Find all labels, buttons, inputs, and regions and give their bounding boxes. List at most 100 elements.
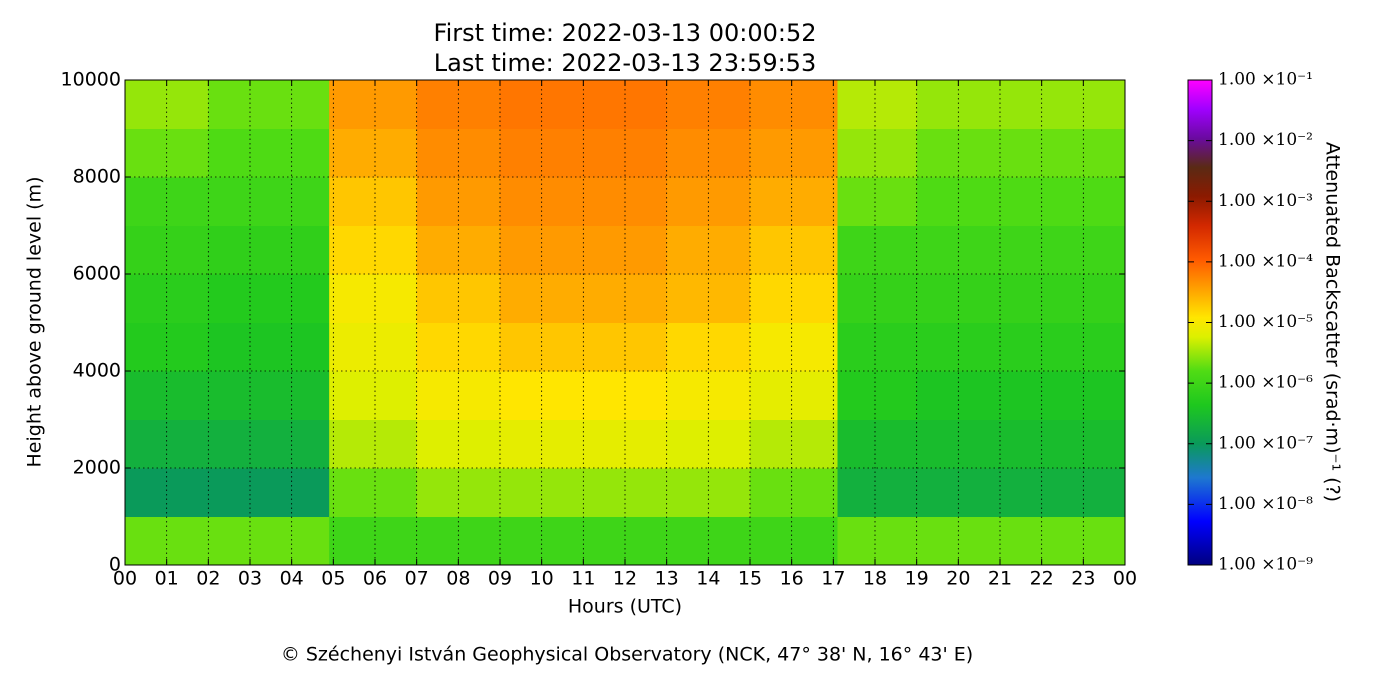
heatmap-cell <box>750 80 838 129</box>
x-tick-label: 00 <box>113 568 137 590</box>
heatmap-cell <box>583 225 668 275</box>
heatmap-cell <box>837 468 918 517</box>
x-tick-label: 00 <box>1113 568 1137 590</box>
x-tick-label: 03 <box>238 568 262 590</box>
heatmap-cell <box>500 225 584 275</box>
x-tick-label: 14 <box>696 568 720 590</box>
heatmap-cell <box>500 274 584 323</box>
heatmap-cell <box>837 371 918 420</box>
heatmap-cell <box>208 419 330 469</box>
heatmap-cell <box>916 468 1001 517</box>
heatmap-cell <box>666 468 751 517</box>
heatmap-cell <box>125 225 209 275</box>
colorbar-tick-label: 1.00 ×10⁻⁴ <box>1218 251 1313 271</box>
colorbar-tick-label: 1.00 ×10⁻⁶ <box>1218 373 1313 393</box>
heatmap-cell <box>208 322 330 372</box>
heatmap-cell <box>837 274 918 323</box>
x-tick-label: 07 <box>405 568 429 590</box>
heatmap-cell <box>750 128 838 178</box>
heatmap-cell <box>1000 468 1126 517</box>
x-axis-label: Hours (UTC) <box>568 596 682 618</box>
y-tick-label: 10000 <box>61 69 121 91</box>
heatmap-cell <box>750 322 838 372</box>
heatmap-cell <box>1000 225 1126 275</box>
colorbar-tick-label: 1.00 ×10⁻² <box>1218 130 1313 150</box>
x-tick-label: 06 <box>363 568 387 590</box>
heatmap-cell <box>1000 177 1126 226</box>
x-tick-label: 15 <box>738 568 762 590</box>
heatmap-cell <box>416 274 501 323</box>
heatmap-cell <box>837 128 918 178</box>
heatmap-cell <box>208 128 330 178</box>
heatmap-cell <box>666 225 751 275</box>
heatmap-cell <box>837 80 918 129</box>
heatmap-cell <box>125 468 209 517</box>
heatmap-cell <box>329 225 418 275</box>
heatmap-cell <box>208 177 330 226</box>
heatmap-cell <box>837 225 918 275</box>
y-tick-label: 6000 <box>73 263 121 285</box>
heatmap-cell <box>583 468 668 517</box>
heatmap-cell <box>837 419 918 469</box>
chart-title: First time: 2022-03-13 00:00:52 <box>434 19 817 47</box>
heatmap-cell <box>208 225 330 275</box>
x-tick-label: 16 <box>780 568 804 590</box>
colorbar-label: Attenuated Backscatter (srad·m)⁻¹ (?) <box>1322 142 1344 502</box>
heatmap-cell <box>329 322 418 372</box>
heatmap-cell <box>1000 274 1126 323</box>
heatmap-cell <box>329 128 418 178</box>
x-tick-label: 22 <box>1030 568 1054 590</box>
y-axis-label: Height above ground level (m) <box>24 177 46 468</box>
heatmap-cell <box>916 274 1001 323</box>
x-tick-label: 11 <box>571 568 595 590</box>
colorbar-tick-label: 1.00 ×10⁻⁹ <box>1218 555 1313 575</box>
heatmap-cell <box>500 468 584 517</box>
x-tick-label: 09 <box>488 568 512 590</box>
heatmap-cell <box>208 516 330 566</box>
colorbar-tick-label: 1.00 ×10⁻⁵ <box>1218 312 1313 332</box>
heatmap-cell <box>329 419 418 469</box>
heatmap-cell <box>837 516 918 566</box>
y-tick-label: 8000 <box>73 166 121 188</box>
y-tick-label: 2000 <box>73 457 121 479</box>
heatmap-cell <box>329 274 418 323</box>
colorbar-tick-label: 1.00 ×10⁻⁸ <box>1218 494 1313 514</box>
heatmap-cell <box>837 322 918 372</box>
heatmap-cell <box>750 516 838 566</box>
heatmap-cell <box>208 468 330 517</box>
heatmap-cell <box>416 468 501 517</box>
heatmap-cell <box>329 80 418 129</box>
heatmap-cell <box>837 177 918 226</box>
x-tick-label: 12 <box>613 568 637 590</box>
heatmap-cell <box>1000 80 1126 129</box>
heatmap-cell <box>750 177 838 226</box>
colorbar-tick-label: 1.00 ×10⁻¹ <box>1218 70 1313 90</box>
x-tick-label: 17 <box>821 568 845 590</box>
heatmap-cell <box>750 225 838 275</box>
x-tick-label: 01 <box>155 568 179 590</box>
colorbar-tick-label: 1.00 ×10⁻⁷ <box>1218 433 1313 453</box>
x-tick-label: 13 <box>655 568 679 590</box>
heatmap-cell <box>1000 322 1126 372</box>
heatmap-cell <box>750 468 838 517</box>
chart-title: Last time: 2022-03-13 23:59:53 <box>434 49 816 77</box>
heatmap-cell <box>583 274 668 323</box>
heatmap-cell <box>125 274 209 323</box>
x-tick-label: 21 <box>988 568 1012 590</box>
heatmap-cell <box>750 274 838 323</box>
heatmap-cell <box>916 225 1001 275</box>
x-tick-label: 19 <box>905 568 929 590</box>
x-tick-label: 04 <box>280 568 304 590</box>
colorbar-tick-label: 1.00 ×10⁻³ <box>1218 191 1313 211</box>
x-tick-label: 10 <box>530 568 554 590</box>
heatmap-cell <box>1000 371 1126 420</box>
heatmap-cell <box>1000 419 1126 469</box>
x-tick-label: 20 <box>946 568 970 590</box>
heatmap-cell <box>750 419 838 469</box>
x-tick-label: 18 <box>863 568 887 590</box>
heatmap-cell <box>329 371 418 420</box>
heatmap-cell <box>750 371 838 420</box>
x-tick-label: 02 <box>196 568 220 590</box>
heatmap-cell <box>329 468 418 517</box>
